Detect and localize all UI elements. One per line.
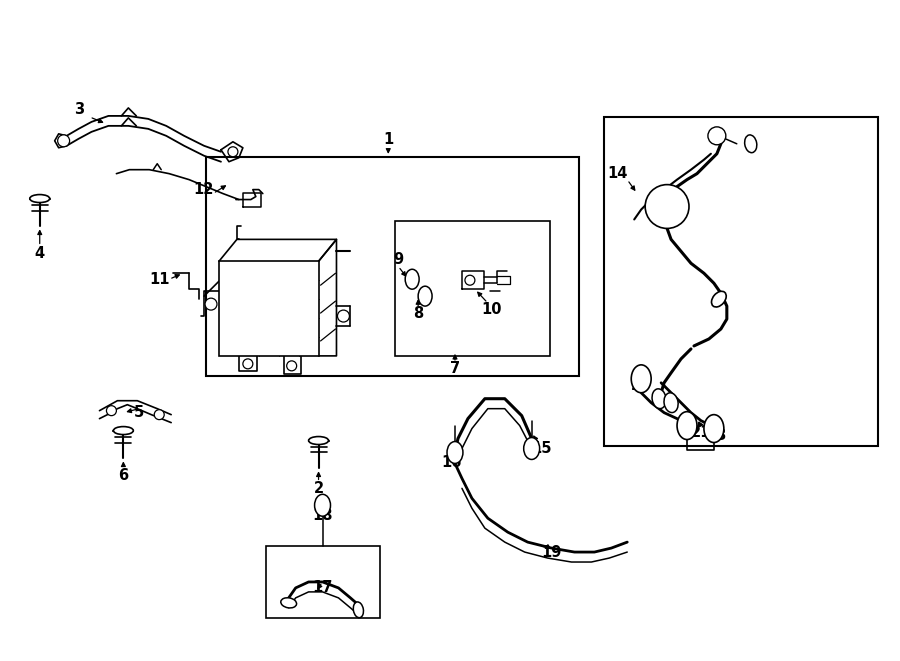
Text: 3: 3 [75,102,85,118]
Circle shape [205,298,217,310]
Text: 17: 17 [312,580,333,596]
Ellipse shape [664,393,678,412]
Text: 4: 4 [35,246,45,261]
Text: 1: 1 [383,132,393,147]
Text: 13: 13 [706,428,727,443]
Bar [604,117,878,446]
Bar [266,546,381,618]
Ellipse shape [631,365,652,393]
Bar [219,261,319,356]
Ellipse shape [405,269,419,289]
Text: 15: 15 [531,441,552,456]
Circle shape [228,147,238,157]
Circle shape [338,310,349,322]
Text: 21: 21 [691,425,711,440]
Ellipse shape [704,414,724,442]
Text: 10: 10 [482,301,502,317]
Text: 14: 14 [608,166,627,181]
Text: 8: 8 [413,305,423,321]
Ellipse shape [315,494,330,516]
Ellipse shape [677,412,697,440]
Ellipse shape [354,602,364,618]
Text: 5: 5 [134,405,144,420]
Circle shape [708,127,725,145]
Bar [395,221,550,356]
Ellipse shape [113,426,133,434]
Text: 7: 7 [450,362,460,376]
Ellipse shape [447,442,463,463]
Ellipse shape [744,135,757,153]
Circle shape [645,184,689,229]
Text: 20: 20 [631,378,652,393]
Ellipse shape [309,436,328,444]
Circle shape [154,410,164,420]
Ellipse shape [652,389,666,408]
Ellipse shape [418,286,432,306]
Text: 6: 6 [118,468,129,483]
Text: 18: 18 [312,508,333,523]
Bar [206,157,580,376]
Ellipse shape [281,598,297,608]
Circle shape [465,275,475,285]
Text: 16: 16 [442,455,463,470]
Ellipse shape [712,292,726,307]
Circle shape [58,135,69,147]
Text: 19: 19 [542,545,562,560]
Ellipse shape [30,194,50,202]
Ellipse shape [524,438,540,459]
Text: 11: 11 [149,272,169,287]
Circle shape [106,406,116,416]
Circle shape [243,359,253,369]
Text: 9: 9 [393,252,403,267]
Text: 12: 12 [193,182,213,197]
Circle shape [287,361,297,371]
Text: 2: 2 [313,481,324,496]
